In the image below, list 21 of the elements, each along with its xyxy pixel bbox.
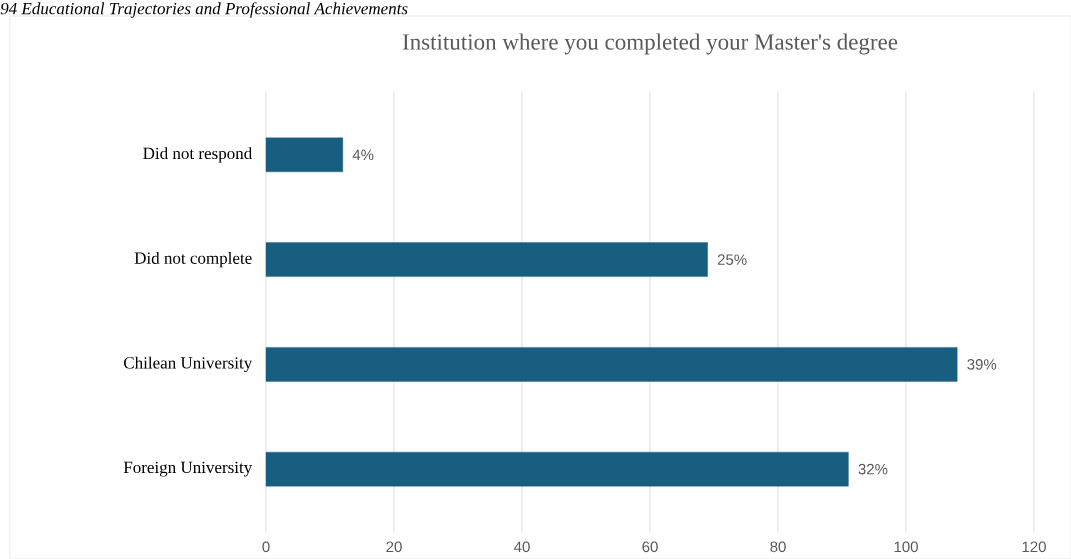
y-tick-label: Foreign University: [123, 461, 253, 477]
x-tick-label: 0: [262, 541, 270, 553]
x-tick-label: 60: [642, 541, 658, 553]
x-tick-label: 80: [770, 541, 786, 553]
bar: [265, 242, 708, 277]
bar: [265, 347, 958, 382]
y-tick-label: Did not complete: [134, 251, 252, 268]
bar: [265, 451, 849, 487]
annotation: 32%: [858, 463, 888, 475]
x-tick-label: 100: [894, 541, 918, 553]
annotation: 25%: [717, 254, 747, 265]
chart-title: Institution where you completed your Master's degree: [402, 33, 898, 55]
x-tick-label: 120: [1022, 541, 1046, 553]
bar: [265, 137, 343, 173]
annotation: 39%: [967, 359, 997, 370]
x-tick-label: 20: [386, 541, 402, 553]
y-tick-label: Chilean University: [124, 356, 253, 373]
text: 94 Educational Trajectories and Professional Achievements: [0, 2, 408, 18]
x-tick-label: 40: [514, 541, 530, 553]
y-tick-label: Did not respond: [143, 147, 253, 163]
annotation: 4%: [352, 149, 374, 161]
